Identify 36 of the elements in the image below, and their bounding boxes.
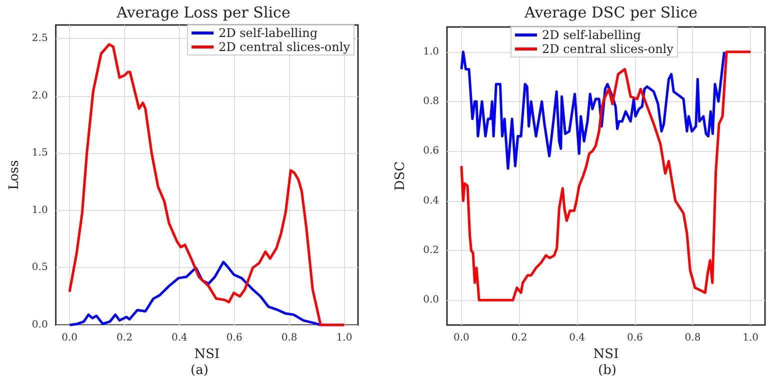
y-tick-label: 0.5 [32,262,48,274]
legend-label: 2D self-labelling [218,26,318,40]
y-tick-label: 0.0 [423,294,439,306]
x-tick-label: 1.0 [336,332,352,344]
text: (a) [190,363,208,378]
x-tick-label: 0.8 [281,332,298,344]
y-tick-label: 0.6 [423,146,439,157]
y-tick-label: 2.0 [32,90,48,102]
y-tick-label: 2.5 [32,33,48,44]
y-tick-label: 1.0 [423,46,439,58]
x-tick-label: 1.0 [742,332,758,344]
legend-label: 2D central slices-only [218,40,350,54]
x-tick-label: 0.2 [511,332,528,344]
y-axis-title: DSC [393,161,408,191]
x-tick-label: 0.6 [226,332,242,344]
y-axis-title: Loss [7,160,22,190]
x-tick-label: 0.0 [454,332,470,344]
x-tick-label: 0.4 [171,332,188,344]
x-axis-title: NSI [194,346,220,362]
y-tick-label: 1.5 [32,148,48,159]
text: (b) [598,363,616,378]
y-tick-label: 0.8 [423,96,439,107]
x-tick-label: 0.4 [569,332,586,344]
legend-label: 2D self-labelling [542,28,642,42]
y-tick-label: 0.4 [423,195,439,206]
y-tick-label: 1.0 [32,204,48,216]
x-axis-title: NSI [593,346,619,362]
x-tick-label: 0.8 [684,332,701,344]
y-tick-label: 0.0 [32,320,48,330]
x-tick-label: 0.6 [626,332,643,344]
chart-title: Average Loss per Slice [116,4,290,22]
x-tick-label: 0.2 [116,332,132,344]
legend-label: 2D central slices-only [542,42,674,56]
y-tick-label: 0.2 [423,245,439,256]
x-tick-label: 0.0 [62,332,78,344]
chart-title: Average DSC per Slice [523,4,698,22]
